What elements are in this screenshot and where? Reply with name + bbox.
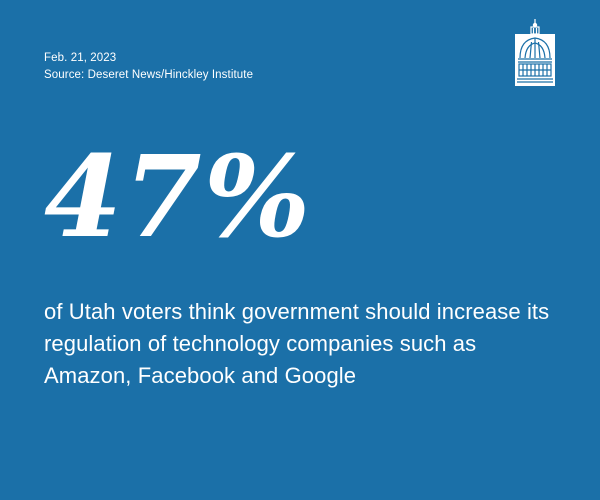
- statistic-caption: of Utah voters think government should i…: [44, 299, 550, 388]
- header-meta: Feb. 21, 2023 Source: Deseret News/Hinck…: [44, 50, 253, 84]
- source-credit: Source: Deseret News/Hinckley Institute: [44, 69, 254, 81]
- publish-date: Feb. 21, 2023: [44, 52, 117, 64]
- headline-statistic: 47%: [44, 132, 313, 263]
- capitol-dome-icon: [512, 18, 558, 88]
